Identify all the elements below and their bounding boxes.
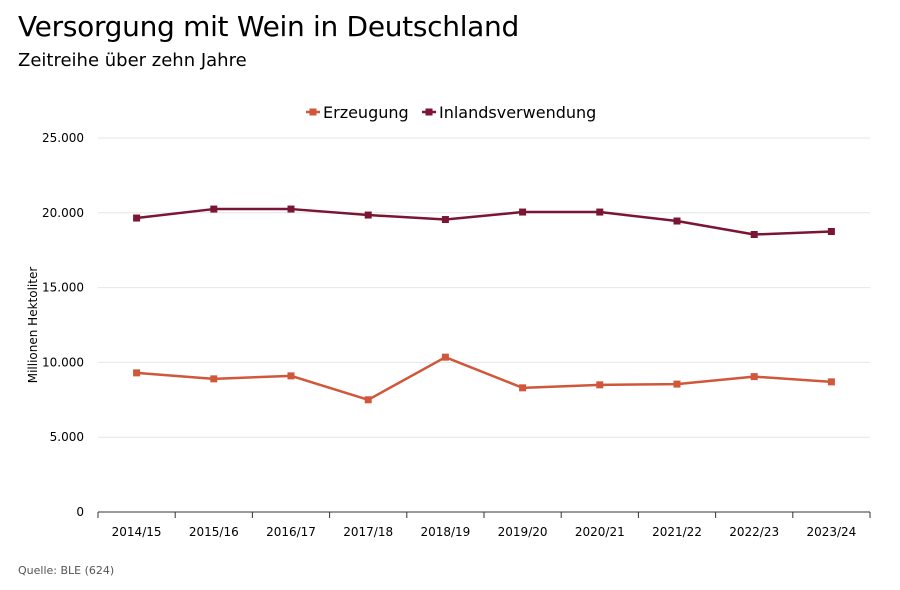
x-tick-label: 2018/19 bbox=[420, 525, 470, 539]
data-point bbox=[441, 353, 449, 361]
x-tick-label: 2014/15 bbox=[112, 525, 162, 539]
legend-marker bbox=[425, 108, 433, 116]
grid-lines bbox=[98, 137, 870, 438]
data-point bbox=[210, 375, 218, 383]
axes: 0 5.000 10.000 15.000 20.000 25.000 2014/15 201… bbox=[42, 131, 871, 539]
data-point bbox=[596, 381, 604, 389]
data-point bbox=[441, 216, 449, 224]
data-point bbox=[519, 384, 527, 392]
data-series bbox=[133, 205, 835, 404]
data-point bbox=[210, 205, 218, 213]
series-line bbox=[136, 355, 832, 402]
data-point bbox=[364, 396, 372, 404]
series-inlandsverwendung bbox=[133, 205, 835, 238]
data-point bbox=[287, 205, 295, 213]
x-tick-label: 2020/21 bbox=[575, 525, 625, 539]
data-point bbox=[133, 369, 141, 377]
x-tick-label: 2019/20 bbox=[498, 525, 548, 539]
x-tick-label: 2021/22 bbox=[652, 525, 702, 539]
y-tick-label: 5.000 bbox=[50, 430, 84, 444]
x-tick-label: 2016/17 bbox=[266, 525, 316, 539]
series-erzeugung bbox=[133, 353, 835, 404]
x-tick-label: 2017/18 bbox=[343, 525, 393, 539]
legend-item: Inlandsverwendung bbox=[422, 103, 596, 122]
data-point bbox=[364, 211, 372, 219]
data-point bbox=[827, 378, 835, 386]
y-tick-label: 15.000 bbox=[42, 281, 84, 295]
legend-label: Inlandsverwendung bbox=[439, 103, 596, 122]
data-point bbox=[133, 214, 141, 222]
x-tick-label: 2023/24 bbox=[806, 525, 856, 539]
x-tick-label: 2015/16 bbox=[189, 525, 239, 539]
legend-marker bbox=[309, 108, 317, 116]
data-point bbox=[673, 217, 681, 225]
data-point bbox=[673, 380, 681, 388]
x-tick-label: 2022/23 bbox=[729, 525, 779, 539]
y-tick-label: 0 bbox=[76, 505, 84, 519]
legend: Erzeugung Inlandsverwendung bbox=[306, 103, 596, 122]
series-line bbox=[136, 207, 832, 236]
data-point bbox=[750, 230, 758, 238]
data-point bbox=[287, 372, 295, 380]
y-tick-label: 10.000 bbox=[42, 355, 84, 369]
data-point bbox=[519, 208, 527, 216]
source-note: Quelle: BLE (624) bbox=[18, 564, 115, 577]
y-tick-label: 20.000 bbox=[42, 206, 84, 220]
chart-subtitle: Zeitreihe über zehn Jahre bbox=[18, 50, 247, 71]
data-point bbox=[596, 208, 604, 216]
chart-title: Versorgung mit Wein in Deutschland bbox=[18, 10, 519, 43]
data-point bbox=[750, 373, 758, 381]
data-point bbox=[827, 228, 835, 235]
y-tick-label: 25.000 bbox=[42, 131, 84, 145]
legend-label: Erzeugung bbox=[323, 103, 409, 122]
y-axis-label: Millionen Hektoliter bbox=[26, 267, 40, 384]
legend-item: Erzeugung bbox=[306, 103, 409, 122]
